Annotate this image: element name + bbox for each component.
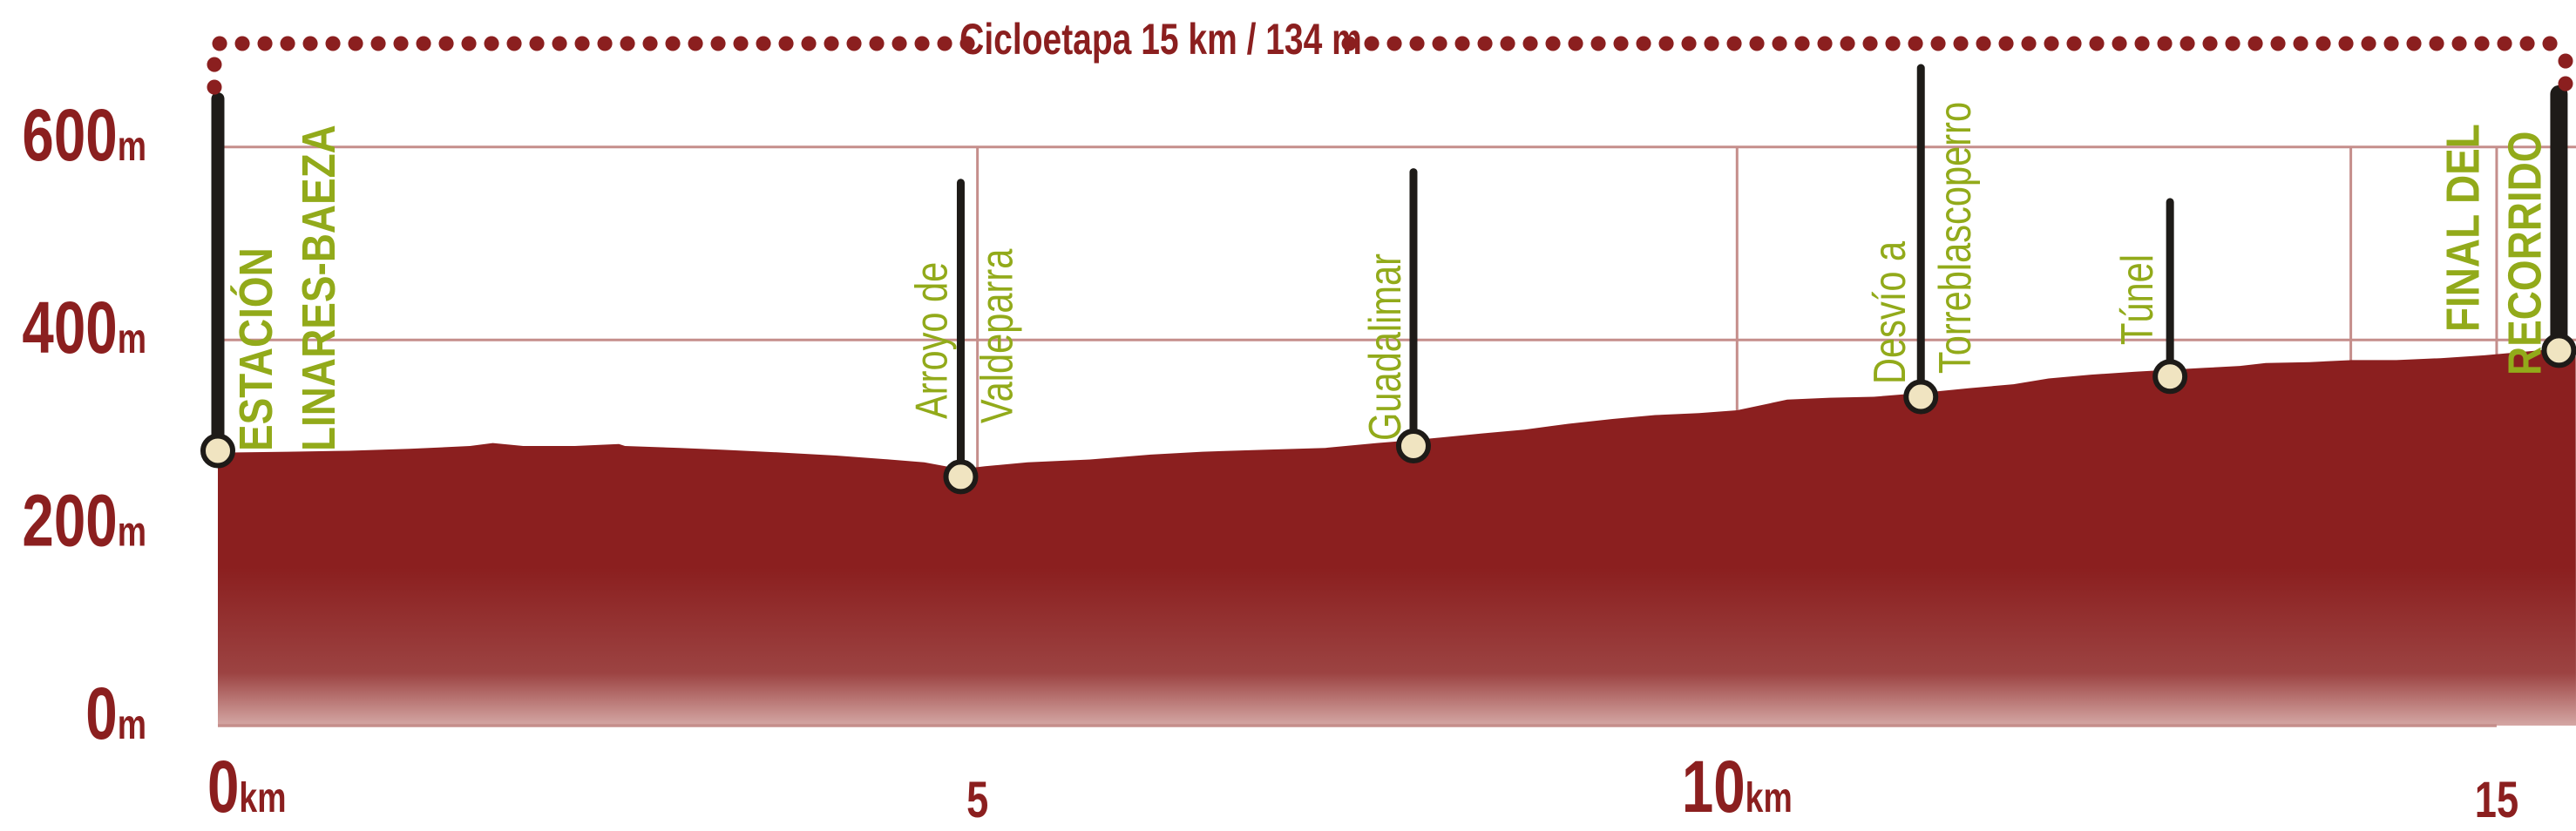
waypoint-marker-tunel: [2152, 359, 2188, 395]
waypoint-marker-estacion-linares-baeza: [200, 433, 235, 469]
waypoint-label-final-del-recorrido-line2: RECORRIDO: [2498, 132, 2551, 375]
x-axis-label-5km: 5: [966, 773, 988, 829]
waypoint-label-arroyo-de-valdeparra-line1: Arroyo de: [905, 262, 957, 419]
waypoint-label-arroyo-de-valdeparra-line2: Valdeparra: [971, 248, 1022, 423]
waypoint-label-tunel-line1: Túnel: [2112, 254, 2163, 345]
waypoint-marker-desvio-a-torreblascoperro: [1903, 379, 1939, 415]
x-axis-label-10km: 10km: [1682, 746, 1793, 828]
waypoint-marker-arroyo-de-valdeparra: [943, 459, 979, 495]
waypoint-label-desvio-a-torreblascoperro-line1: Desvío a: [1864, 240, 1915, 384]
waypoint-label-estacion-linares-baeza-line2: LINARES-BAEZA: [293, 125, 345, 451]
waypoint-label-final-del-recorrido-line1: FINAL DEL: [2437, 124, 2489, 332]
y-axis-label-0m: 0m: [85, 672, 146, 754]
waypoint-label-guadalimar-line1: Guadalimar: [1359, 253, 1410, 441]
x-axis-label-15km: 15: [2475, 773, 2518, 829]
waypoint-label-desvio-a-torreblascoperro-line2: Torreblascoperro: [1929, 102, 1981, 374]
x-axis-label-0km: 0km: [207, 746, 287, 828]
y-axis-label-600m: 600m: [22, 94, 146, 176]
y-axis-label-400m: 400m: [22, 287, 146, 368]
waypoint-marker-final-del-recorrido: [2541, 333, 2576, 368]
waypoint-label-estacion-linares-baeza-line1: ESTACIÓN: [230, 247, 282, 451]
y-axis-label-200m: 200m: [22, 480, 146, 562]
waypoint-marker-guadalimar: [1395, 428, 1431, 463]
elevation-profile-area: [218, 346, 2576, 726]
chart-title: Cicloetapa 15 km / 134 m: [959, 14, 1362, 64]
